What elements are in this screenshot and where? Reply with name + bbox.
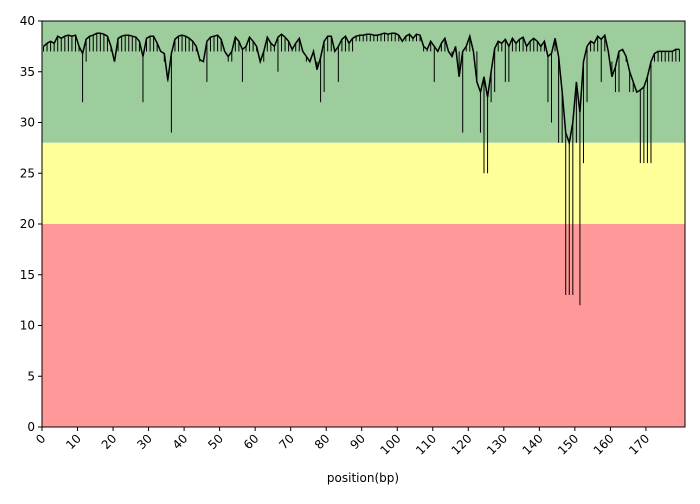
x-tick-label: 130: [484, 431, 510, 457]
x-tick-label: 100: [378, 431, 404, 457]
x-tick-label: 60: [241, 431, 262, 452]
y-tick-label: 10: [20, 319, 35, 333]
x-tick-label: 150: [555, 431, 581, 457]
y-tick-label: 20: [20, 217, 35, 231]
quality-band: [42, 224, 685, 427]
y-tick-label: 30: [20, 116, 35, 130]
y-tick-label: 0: [27, 420, 35, 434]
x-tick-label: 160: [591, 431, 617, 457]
x-axis-label: position(bp): [327, 471, 399, 485]
x-tick-label: 40: [170, 431, 191, 452]
x-tick-label: 10: [63, 431, 84, 452]
mean-line: [43, 32, 680, 146]
x-tick-label: 140: [520, 431, 546, 457]
y-tick-label: 25: [20, 166, 35, 180]
x-tick-label: 80: [312, 431, 333, 452]
x-tick-label: 0: [33, 431, 48, 446]
x-tick-label: 110: [413, 431, 439, 457]
x-tick-label: 20: [99, 431, 120, 452]
x-tick-label: 90: [347, 431, 368, 452]
y-tick-label: 40: [20, 14, 35, 28]
x-tick-label: 30: [134, 431, 155, 452]
y-tick-label: 15: [20, 268, 35, 282]
y-tick-label: 35: [20, 65, 35, 79]
y-tick-label: 5: [27, 369, 35, 383]
x-tick-label: 170: [626, 431, 652, 457]
x-tick-label: 70: [276, 431, 297, 452]
x-tick-label: 50: [205, 431, 226, 452]
x-tick-label: 120: [449, 431, 475, 457]
plot-frame: [41, 20, 686, 428]
quality-band: [42, 142, 685, 224]
